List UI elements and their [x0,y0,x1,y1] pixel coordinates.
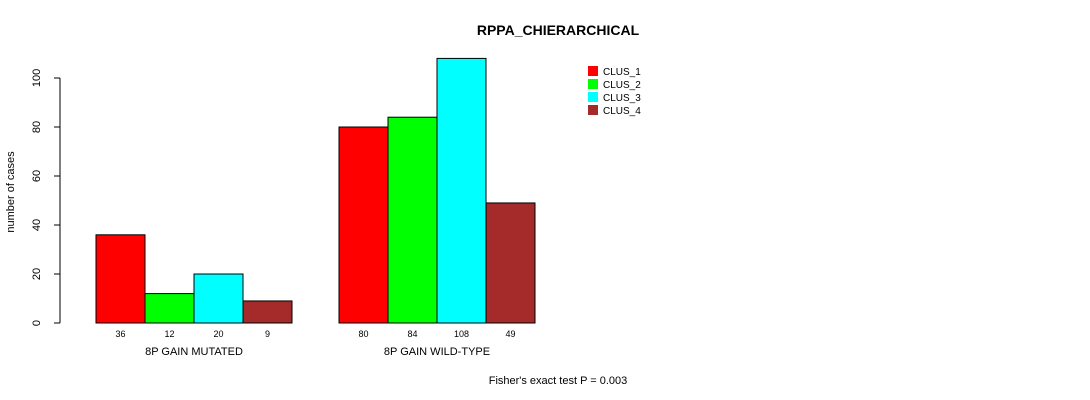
legend-label: CLUS_1 [603,67,641,78]
fisher-test-annotation: Fisher's exact test P = 0.003 [489,375,628,387]
legend: CLUS_1 CLUS_2 CLUS_3 CLUS_4 [588,66,641,117]
y-tick-label: 60 [31,170,43,182]
legend-swatch [588,105,598,115]
category-labels: 8P GAIN MUTATED 8P GAIN WILD-TYPE [145,346,490,358]
bar-count-label: 49 [505,329,515,339]
y-tick-label: 0 [31,320,43,326]
bar-clus-1 [338,126,389,324]
category-label: 8P GAIN WILD-TYPE [384,346,490,358]
legend-swatch [588,79,598,89]
legend-label: CLUS_2 [603,80,641,91]
bar-clus-2 [144,293,195,324]
bar-count-label: 80 [358,329,368,339]
bar-clus-3 [436,57,487,324]
bar-clus-2 [387,116,438,324]
y-tick-label: 80 [31,121,43,133]
bar-count-label: 12 [164,329,174,339]
bar-clus-3 [193,273,244,324]
legend-swatch [588,66,598,76]
bar-clus-4 [242,300,293,324]
bar-clus-4 [485,202,536,324]
bar-count-label: 36 [115,329,125,339]
bar-count-label: 9 [265,329,270,339]
bars-group: 36 12 20 9 80 84 108 49 [95,57,536,339]
y-tick-label: 40 [31,219,43,231]
chart-title: RPPA_CHIERARCHICAL [477,22,640,38]
y-tick-label: 100 [31,69,43,87]
y-axis-label: number of cases [5,151,17,233]
legend-label: CLUS_4 [603,106,641,117]
legend-label: CLUS_3 [603,93,641,104]
legend-swatch [588,92,598,102]
bar-count-label: 84 [407,329,417,339]
bar-count-label: 108 [454,329,469,339]
y-ticks: 0 20 40 60 80 100 [31,69,60,326]
bar-clus-1 [95,234,146,324]
bar-count-label: 20 [213,329,223,339]
category-label: 8P GAIN MUTATED [145,346,243,358]
y-tick-label: 20 [31,268,43,280]
